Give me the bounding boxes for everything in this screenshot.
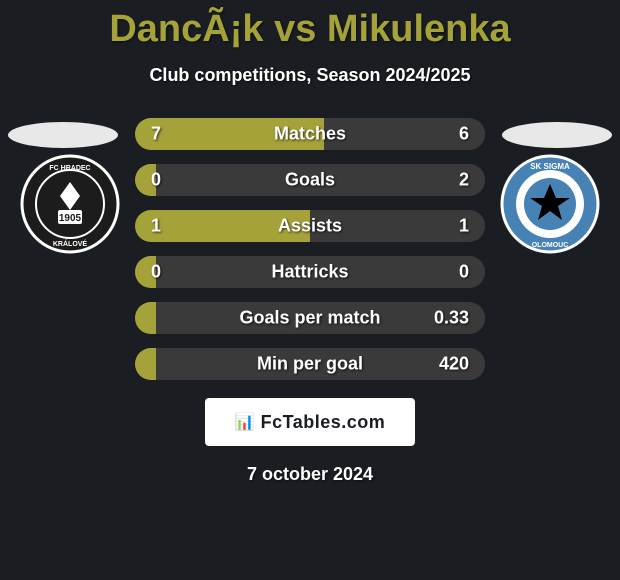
player-right-ellipse xyxy=(502,122,612,148)
player-left-ellipse xyxy=(8,122,118,148)
page-title: DancÃ¡k vs Mikulenka xyxy=(0,0,620,51)
svg-text:SK SIGMA: SK SIGMA xyxy=(530,162,570,171)
stat-bar: 76Matches xyxy=(135,118,485,150)
season-subtitle: Club competitions, Season 2024/2025 xyxy=(0,65,620,86)
club-badge-left: 1905 FC HRADEC KRÁLOVÉ xyxy=(20,154,120,254)
bar-label: Goals xyxy=(135,170,485,191)
bar-label: Matches xyxy=(135,124,485,145)
comparison-date: 7 october 2024 xyxy=(0,464,620,485)
club-badge-right: SK SIGMA OLOMOUC xyxy=(500,154,600,254)
bar-label: Goals per match xyxy=(135,308,485,329)
chart-icon: 📊 xyxy=(235,412,255,432)
hradec-kralove-badge-icon: 1905 FC HRADEC KRÁLOVÉ xyxy=(20,154,120,254)
stat-bar: 420Min per goal xyxy=(135,348,485,380)
brand-text: FcTables.com xyxy=(261,412,386,433)
stat-bar: 00Hattricks xyxy=(135,256,485,288)
bar-label: Hattricks xyxy=(135,262,485,283)
stat-bar: 11Assists xyxy=(135,210,485,242)
comparison-content: 1905 FC HRADEC KRÁLOVÉ SK SIGMA OLOMOUC … xyxy=(0,118,620,485)
bar-label: Assists xyxy=(135,216,485,237)
svg-text:1905: 1905 xyxy=(59,213,82,224)
bar-label: Min per goal xyxy=(135,354,485,375)
svg-text:KRÁLOVÉ: KRÁLOVÉ xyxy=(53,239,88,248)
svg-text:OLOMOUC: OLOMOUC xyxy=(532,242,569,249)
sigma-olomouc-badge-icon: SK SIGMA OLOMOUC xyxy=(500,154,600,254)
stat-bar: 0.33Goals per match xyxy=(135,302,485,334)
stat-bar: 02Goals xyxy=(135,164,485,196)
svg-text:FC HRADEC: FC HRADEC xyxy=(49,165,90,172)
brand-box[interactable]: 📊 FcTables.com xyxy=(205,398,415,446)
stat-bars: 76Matches 02Goals 11Assists 00Hattricks 0.33… xyxy=(135,118,485,380)
